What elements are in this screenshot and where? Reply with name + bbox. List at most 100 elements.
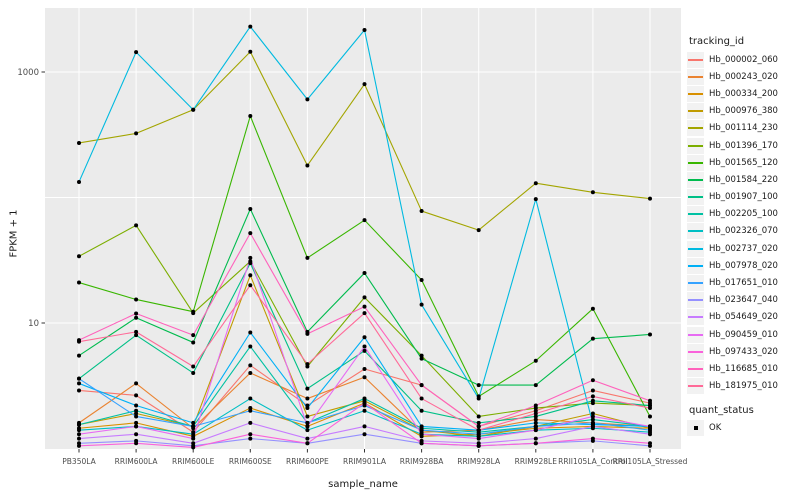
x-tick-label-9: RRII105LA_Control: [558, 457, 628, 466]
data-point-Hb_001565_120-RRIM600SE: [248, 114, 253, 119]
legend-title-quant-status: quant_status: [689, 404, 754, 416]
legend-line-icon: [688, 367, 703, 370]
data-point-Hb_090459_010-PB350LA: [77, 432, 81, 437]
legend-key-swatch: [687, 120, 704, 137]
data-point-Hb_000976_380-RRIM600PE: [305, 414, 310, 419]
data-point-Hb_090459_010-RRIM928BA: [419, 432, 424, 437]
data-point-Hb_002326_070-RRIM600LE: [191, 432, 196, 437]
x-tick-label-0: PB350LA: [62, 457, 96, 466]
data-point-Hb_001114_230-RRIM928BA: [419, 209, 424, 214]
data-point-Hb_181975_010-RRIM928LE: [533, 411, 538, 416]
data-point-Hb_001584_220-PB350LA: [77, 353, 81, 358]
data-point-Hb_017651_010-RRIM928BA: [419, 428, 424, 433]
data-point-Hb_007978_020-RRIM928LE: [533, 420, 538, 425]
data-point-Hb_023647_040-RRIM901LA: [362, 432, 367, 437]
data-point-Hb_181975_010-RRIM600LE: [191, 364, 196, 369]
data-point-Hb_090459_010-RRIM600PE: [305, 424, 310, 429]
data-point-Hb_000002_060-RRIM600SE: [248, 363, 253, 368]
data-point-Hb_116685_010-RRIM600PE: [305, 331, 310, 336]
data-point-Hb_000334_200-RRIM600LA: [134, 420, 139, 425]
data-point-Hb_181975_010-PB350LA: [77, 339, 81, 344]
data-point-Hb_017651_010-PB350LA: [77, 376, 81, 381]
data-point-Hb_002205_100-RRIM600SE: [248, 344, 253, 349]
data-point-Hb_002737_020-RRIM901LA: [362, 28, 367, 33]
legend-item-Hb_181975_010: Hb_181975_010: [687, 378, 799, 395]
data-point-Hb_001907_100-RRIM901LA: [362, 348, 367, 353]
legend-key-swatch: [687, 68, 704, 85]
data-point-Hb_001114_230-RRIM901LA: [362, 82, 367, 87]
legend-item-Hb_001565_120: Hb_001565_120: [687, 154, 799, 171]
legend-line-icon: [688, 264, 703, 267]
legend-label: Hb_000002_060: [709, 54, 778, 65]
data-point-Hb_090459_010-RRIM600LA: [134, 424, 139, 429]
legend-line-icon: [688, 316, 703, 319]
data-point-Hb_097433_020-RRIM901LA: [362, 401, 367, 406]
data-point-Hb_054649_020-RRII105LA_Control: [590, 424, 595, 429]
legend-label: Hb_054649_020: [709, 312, 778, 323]
x-tick-label-1: RRIM600LA: [115, 457, 159, 466]
legend-item-Hb_007978_020: Hb_007978_020: [687, 257, 799, 274]
legend-label: Hb_097433_020: [709, 346, 778, 357]
data-point-Hb_001565_120-PB350LA: [77, 280, 81, 285]
legend-key-swatch: [687, 292, 704, 309]
data-point-Hb_001114_230-RRIM600LA: [134, 131, 139, 136]
data-point-Hb_001114_230-RRII105LA_Stressed: [648, 196, 652, 201]
legend-key-swatch: [687, 343, 704, 360]
data-point-Hb_181975_010-RRIM901LA: [362, 311, 367, 316]
legend-key-swatch: [687, 240, 704, 257]
y-axis-title: FPKM + 1: [8, 209, 20, 258]
data-point-Hb_000002_060-RRIM600LA: [134, 393, 139, 398]
data-point-Hb_007978_020-RRIM600PE: [305, 406, 310, 411]
data-point-Hb_001565_120-RRII105LA_Control: [590, 306, 595, 311]
data-point-Hb_181975_010-RRIM928BA: [419, 396, 424, 401]
data-point-Hb_116685_010-RRIM901LA: [362, 304, 367, 309]
data-point-Hb_007978_020-PB350LA: [77, 381, 81, 386]
data-point-Hb_001584_220-RRIM928LA: [476, 383, 481, 388]
legend-label: Hb_001114_230: [709, 123, 778, 134]
legend-line-icon: [688, 196, 703, 199]
legend-key-swatch: [687, 51, 704, 68]
data-point-Hb_002737_020-RRIM928LA: [476, 396, 481, 401]
x-tick-label-5: RRIM901LA: [343, 457, 387, 466]
legend-key-swatch: [687, 85, 704, 102]
data-point-Hb_002326_070-RRIM901LA: [362, 408, 367, 413]
data-point-Hb_001396_170-PB350LA: [77, 254, 81, 259]
legend-key-swatch: [687, 309, 704, 326]
data-point-Hb_001907_100-RRIM600LE: [191, 370, 196, 375]
data-point-Hb_001907_100-RRIM600SE: [248, 261, 253, 266]
data-point-Hb_097433_020-RRIM928LA: [476, 443, 481, 448]
legend-label: Hb_001396_170: [709, 140, 778, 151]
data-point-Hb_007978_020-RRIM600LA: [134, 403, 139, 408]
data-point-Hb_054649_020-RRIM600LA: [134, 432, 139, 437]
legend-line-icon: [688, 161, 703, 164]
data-point-Hb_000976_380-RRII105LA_Control: [590, 411, 595, 416]
legend-label: Hb_000976_380: [709, 106, 778, 117]
data-point-Hb_181975_010-RRIM600LA: [134, 329, 139, 334]
legend-item-Hb_000002_060: Hb_000002_060: [687, 51, 799, 68]
data-point-Hb_001565_120-RRIM600LE: [191, 309, 196, 314]
legend-line-icon: [688, 75, 703, 78]
data-point-Hb_023647_040-RRIM600SE: [248, 436, 253, 441]
x-axis-title: sample_name: [328, 479, 398, 490]
data-point-Hb_097433_020-RRIM600LE: [191, 445, 196, 450]
data-point-Hb_181975_010-RRII105LA_Stressed: [648, 406, 652, 411]
data-point-Hb_001565_120-RRII105LA_Stressed: [648, 414, 652, 419]
data-point-Hb_054649_020-RRIM600PE: [305, 436, 310, 441]
data-point-Hb_181975_010-RRIM600PE: [305, 362, 310, 367]
legend-key-swatch: [687, 103, 704, 120]
legend-item-Hb_090459_010: Hb_090459_010: [687, 326, 799, 343]
data-point-Hb_001114_230-RRIM600SE: [248, 49, 253, 54]
data-point-Hb_000243_020-RRIM901LA: [362, 375, 367, 380]
legend-label: Hb_001565_120: [709, 157, 778, 168]
data-point-Hb_001584_220-RRIM600LE: [191, 340, 196, 345]
data-point-Hb_097433_020-RRIM928BA: [419, 441, 424, 446]
x-tick-label-2: RRIM600LE: [172, 457, 215, 466]
legend-item-Hb_000334_200: Hb_000334_200: [687, 85, 799, 102]
legend-line-icon: [688, 282, 703, 285]
data-point-Hb_001565_120-RRIM901LA: [362, 218, 367, 223]
data-point-Hb_001907_100-RRII105LA_Control: [590, 398, 595, 403]
legend-item-Hb_002737_020: Hb_002737_020: [687, 240, 799, 257]
data-point-Hb_090459_010-RRII105LA_Control: [590, 414, 595, 419]
legend-item-Hb_001907_100: Hb_001907_100: [687, 189, 799, 206]
